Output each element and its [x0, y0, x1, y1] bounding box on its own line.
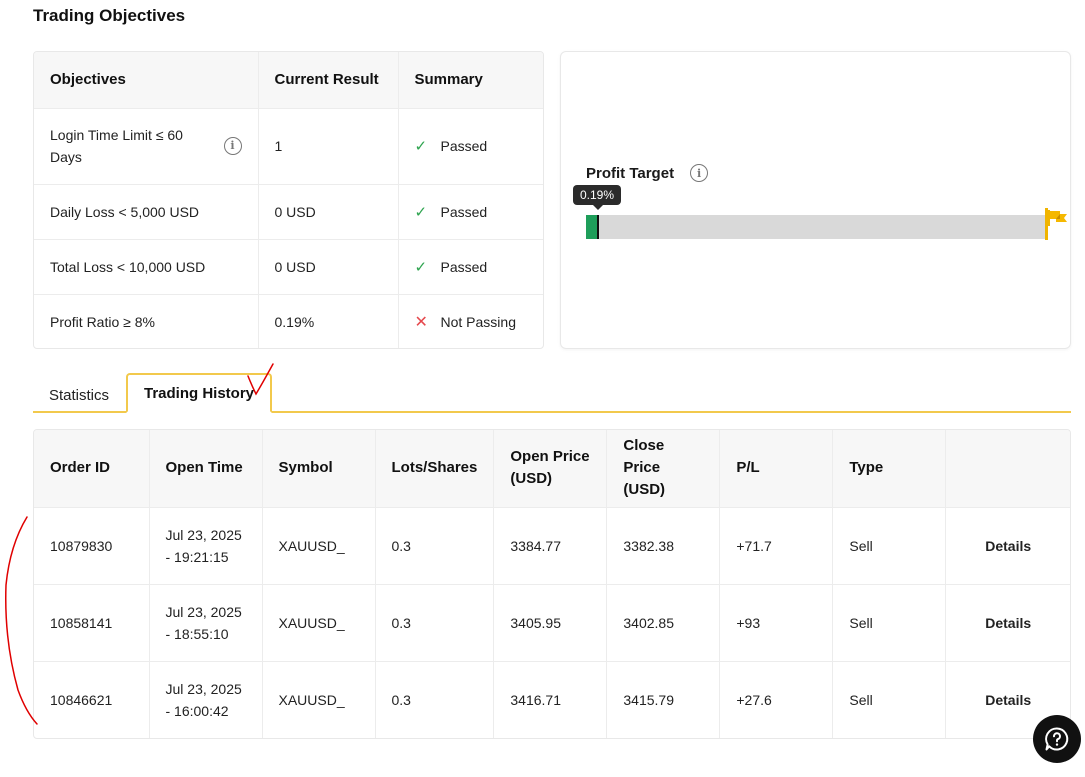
close-price: 3382.38 [606, 506, 720, 584]
table-row: 10879830 Jul 23, 2025- 19:21:15 XAUUSD_ … [34, 506, 1070, 584]
profit-loss: +71.7 [719, 506, 833, 584]
objective-label: Login Time Limit ≤ 60 Days [50, 127, 183, 165]
tab-statistics[interactable]: Statistics [49, 386, 110, 404]
symbol-header: Symbol [261, 430, 375, 507]
symbol: XAUUSD_ [261, 506, 375, 584]
open-clock: - 19:21:15 [165, 548, 229, 565]
lots: 0.3 [374, 506, 494, 584]
pl-header: P/L [719, 430, 833, 507]
flag-icon [1048, 210, 1067, 226]
objective-summary-cell: ✓ Passed [397, 238, 543, 294]
open-clock: - 18:55:10 [165, 625, 229, 642]
open-price: 3384.77 [493, 506, 607, 584]
help-chat-icon [1045, 727, 1069, 751]
profit-target-card: Profit Target i 0.19% [560, 51, 1071, 349]
info-icon[interactable]: i [690, 164, 709, 182]
trading-history-card: Order ID Open Time Symbol Lots/Shares Op… [33, 429, 1071, 739]
objective-result: 0.19% [257, 293, 398, 348]
order-id-header: Order ID [34, 430, 149, 507]
details-link[interactable]: Details [945, 583, 1070, 661]
info-icon[interactable]: i [223, 137, 242, 155]
objective-result: 1 [257, 107, 398, 184]
objective-row: Daily Loss < 5,000 USD 0 USD ✓ Passed [34, 183, 543, 239]
lots-header: Lots/Shares [374, 430, 494, 507]
action-header [945, 430, 1070, 507]
trade-type: Sell [832, 660, 946, 738]
open-time: Jul 23, 2025 - 18:55:10 [148, 583, 262, 661]
objective-summary: Passed [440, 203, 488, 220]
objective-label: Daily Loss < 5,000 USD [34, 183, 258, 239]
objective-row: Total Loss < 10,000 USD 0 USD ✓ Passed [34, 238, 543, 294]
check-icon: ✓ [414, 138, 428, 155]
target-marker [1045, 208, 1048, 240]
trade-type: Sell [832, 506, 946, 584]
trading-history-table: Order ID Open Time Symbol Lots/Shares Op… [34, 430, 1070, 738]
open-price: 3416.71 [493, 660, 607, 738]
objective-summary: Passed [440, 138, 488, 154]
table-row: 10846621 Jul 23, 2025- 16:00:42 XAUUSD_ … [34, 660, 1070, 738]
objective-summary: Passed [440, 258, 488, 275]
tab-trading-history[interactable]: Trading History [126, 373, 273, 413]
order-id: 10879830 [34, 506, 149, 584]
objective-summary-cell: ✕ Not Passing [397, 293, 543, 348]
open-time-header: Open Time [148, 430, 262, 507]
profit-loss: +93 [719, 583, 833, 661]
order-id: 10846621 [34, 660, 149, 738]
objective-cell: Login Time Limit ≤ 60 Days i [34, 107, 258, 184]
profit-loss: +27.6 [719, 660, 833, 738]
check-icon: ✓ [414, 258, 428, 276]
close-price-header: Close Price (USD) [606, 430, 720, 507]
objectives-table-card: Objectives Current Result Summary Login … [33, 51, 544, 349]
objective-summary: Not Passing [440, 313, 516, 330]
open-time: Jul 23, 2025 - 19:21:15 [148, 506, 262, 584]
current-result-header: Current Result [257, 52, 398, 108]
objective-row: Profit Ratio ≥ 8% 0.19% ✕ Not Passing [34, 293, 543, 348]
open-time: Jul 23, 2025 - 16:00:42 [148, 660, 262, 738]
open-price: 3405.95 [493, 583, 607, 661]
lots: 0.3 [374, 660, 494, 738]
open-clock: - 16:00:42 [165, 702, 229, 719]
objective-row: Login Time Limit ≤ 60 Days i 1 ✓ Passed [34, 107, 543, 184]
open-date: Jul 23, 2025 [165, 603, 242, 620]
symbol: XAUUSD_ [261, 583, 375, 661]
objective-summary-cell: ✓ Passed [397, 107, 543, 184]
lots: 0.3 [374, 583, 494, 661]
objective-summary-cell: ✓ Passed [397, 183, 543, 239]
summary-header: Summary [397, 52, 543, 108]
trade-type: Sell [832, 583, 946, 661]
profit-progress-bar [586, 215, 1046, 239]
order-id: 10858141 [34, 583, 149, 661]
objective-label: Profit Ratio ≥ 8% [34, 293, 258, 348]
page-title: Trading Objectives [33, 6, 186, 25]
table-row: 10858141 Jul 23, 2025- 18:55:10 XAUUSD_ … [34, 583, 1070, 661]
open-date: Jul 23, 2025 [165, 680, 242, 697]
tab-bar: Statistics Trading History [33, 372, 1071, 413]
objective-result: 0 USD [257, 238, 398, 294]
objectives-table: Objectives Current Result Summary Login … [34, 52, 543, 348]
help-chat-button[interactable] [1033, 715, 1081, 763]
type-header: Type [832, 430, 946, 507]
profit-progress-fill [586, 215, 599, 239]
progress-tooltip: 0.19% [573, 185, 622, 210]
open-date: Jul 23, 2025 [165, 526, 242, 543]
symbol: XAUUSD_ [261, 660, 375, 738]
profit-target-heading: Profit Target i [586, 164, 709, 182]
profit-target-label: Profit Target [586, 164, 675, 182]
open-price-header: Open Price (USD) [493, 430, 607, 507]
close-price: 3415.79 [606, 660, 720, 738]
objective-label: Total Loss < 10,000 USD [34, 238, 258, 294]
cross-icon: ✕ [414, 313, 428, 331]
close-price: 3402.85 [606, 583, 720, 661]
details-link[interactable]: Details [945, 506, 1070, 584]
check-icon: ✓ [414, 203, 428, 221]
objectives-header: Objectives [34, 52, 258, 108]
objective-result: 0 USD [257, 183, 398, 239]
